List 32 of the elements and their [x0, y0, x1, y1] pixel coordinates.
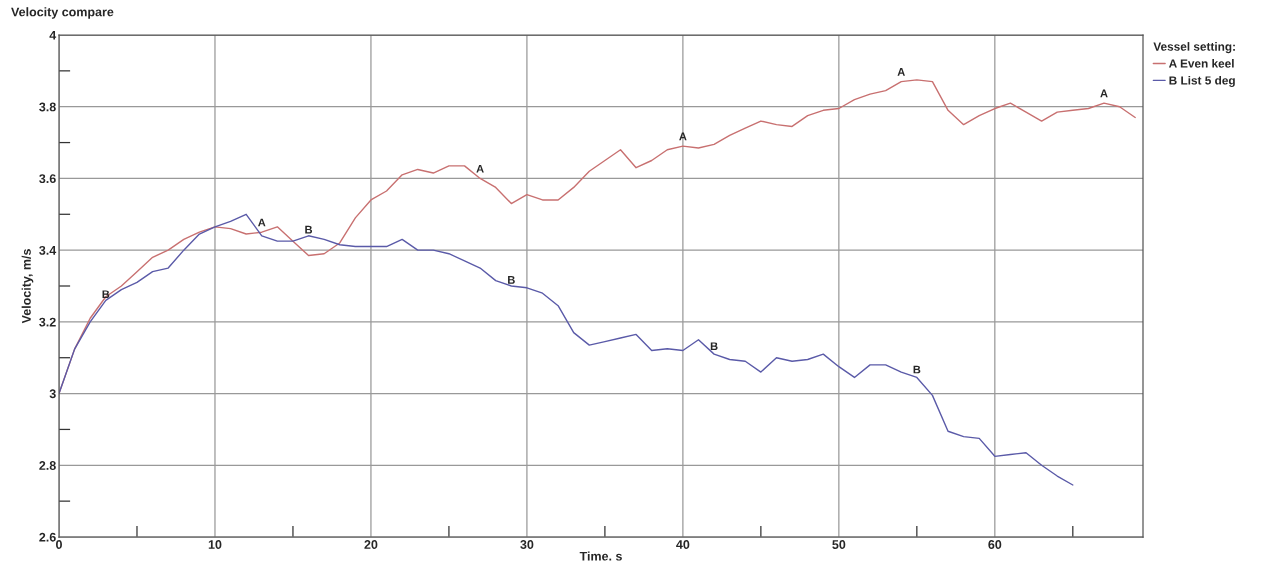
chart-title: Velocity compare [11, 7, 114, 19]
y-tick-label: 2.8 [39, 461, 56, 470]
annotation: B [508, 276, 515, 284]
annotation: A [476, 164, 484, 173]
annotation: B [305, 225, 313, 234]
y-tick-label: 2.6 [39, 532, 56, 542]
y-axis-title: Velocity, m/s [21, 249, 34, 324]
y-tick-label: 3.8 [39, 102, 56, 112]
legend-title: Vessel setting: [1153, 42, 1235, 54]
x-tick-label: 10 [208, 540, 222, 549]
x-tick-label: 40 [676, 540, 690, 549]
x-tick-label: 20 [364, 540, 378, 549]
x-axis-title: Time. s [579, 551, 622, 561]
annotation: A [897, 68, 905, 76]
annotation: A [1100, 89, 1108, 98]
y-tick-label: 3.6 [39, 174, 56, 184]
annotation: B [102, 290, 110, 299]
x-tick-label: 0 [56, 540, 62, 549]
x-tick-label: 50 [832, 540, 846, 549]
legend-label: A Even keel [1168, 59, 1234, 68]
x-tick-label: 60 [988, 540, 1002, 549]
y-tick-label: 3.4 [39, 245, 57, 255]
legend-label: B List 5 deg [1169, 75, 1235, 88]
y-tick-label: 3.2 [39, 317, 56, 327]
annotation: B [710, 342, 718, 351]
line-series [59, 213, 1074, 486]
annotation: B [913, 365, 921, 374]
annotation: A [258, 218, 266, 227]
x-tick-label: 30 [520, 540, 534, 549]
y-tick-label: 4 [49, 30, 57, 40]
y-tick-label: 3 [49, 389, 56, 399]
annotation: A [679, 132, 687, 141]
